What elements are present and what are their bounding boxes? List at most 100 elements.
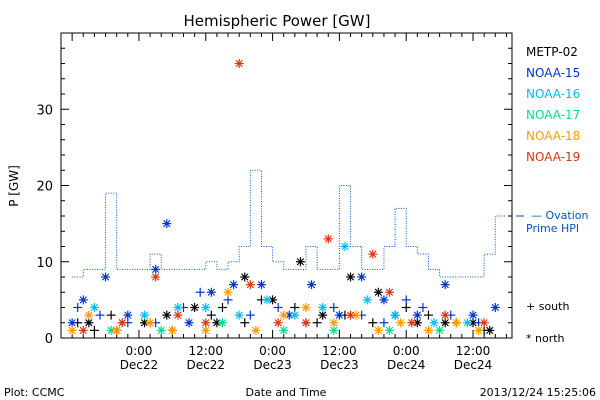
- south-point: [401, 303, 411, 312]
- point-stroke: [140, 311, 149, 319]
- point-stroke: [430, 319, 438, 327]
- south-point: [423, 310, 433, 320]
- south-point: [223, 295, 233, 305]
- legend-item: NOAA-19: [526, 150, 580, 164]
- north-point: [362, 295, 372, 305]
- x-tick-label-date: Dec22: [120, 358, 159, 372]
- north-point: [256, 280, 266, 290]
- point-stroke: [174, 311, 182, 319]
- point-stroke: [235, 59, 243, 68]
- north-point: [101, 272, 111, 282]
- point-stroke: [285, 311, 293, 319]
- legend-item: NOAA-18: [526, 129, 580, 143]
- north-point: [217, 318, 227, 328]
- point-stroke: [491, 303, 499, 312]
- north-point: [385, 325, 395, 335]
- north-point: [245, 280, 255, 290]
- north-point: [290, 310, 300, 320]
- point-stroke: [274, 319, 282, 327]
- point-stroke: [291, 311, 299, 319]
- north-point: [479, 318, 489, 328]
- plot-area: [60, 32, 513, 339]
- north-point: [301, 318, 311, 328]
- point-stroke: [90, 303, 99, 312]
- point-stroke: [280, 311, 288, 319]
- north-point: [373, 325, 383, 335]
- north-point: [307, 280, 317, 290]
- point-stroke: [369, 250, 377, 258]
- north-point: [229, 280, 239, 290]
- point-stroke: [157, 326, 165, 335]
- north-point: [112, 325, 122, 335]
- point-stroke: [424, 326, 433, 335]
- footer-timestamp: 2013/12/24 15:25:06: [480, 386, 596, 399]
- north-point: [329, 318, 339, 328]
- south-point: [73, 303, 83, 312]
- point-stroke: [319, 311, 327, 319]
- point-stroke: [229, 280, 238, 289]
- point-stroke: [213, 319, 221, 327]
- north-point: [346, 272, 356, 282]
- legend-item: NOAA-15: [526, 66, 580, 80]
- north-point: [451, 318, 461, 328]
- point-stroke: [435, 326, 444, 335]
- x-tick-label-time: 0:00: [125, 344, 152, 358]
- north-point: [184, 318, 194, 328]
- point-stroke: [202, 319, 210, 327]
- x-tick-label-time: 12:00: [456, 344, 491, 358]
- south-point: [206, 310, 216, 320]
- legend-item: NOAA-16: [526, 87, 580, 101]
- point-stroke: [307, 280, 316, 289]
- x-tick-label-date: Dec23: [320, 358, 359, 372]
- north-point: [385, 287, 395, 297]
- north-point: [301, 303, 311, 312]
- y-tick-label: 0: [45, 332, 53, 347]
- point-stroke: [302, 303, 310, 312]
- point-stroke: [441, 311, 449, 319]
- north-point: [67, 325, 77, 335]
- point-stroke: [302, 319, 310, 327]
- point-stroke: [163, 219, 171, 228]
- north-point: [468, 310, 478, 320]
- point-stroke: [207, 288, 215, 296]
- point-stroke: [163, 311, 171, 319]
- north-point: [368, 249, 378, 259]
- point-stroke: [413, 319, 422, 327]
- legend-item: METP-02: [526, 45, 578, 59]
- point-stroke: [224, 288, 232, 296]
- x-tick-label-date: Dec24: [387, 358, 426, 372]
- point-stroke: [79, 326, 87, 335]
- data-points: [67, 59, 500, 335]
- north-point: [234, 59, 244, 68]
- point-stroke: [168, 326, 177, 335]
- north-point: [340, 242, 350, 251]
- north-point: [412, 310, 422, 320]
- south-point: [245, 310, 255, 320]
- point-stroke: [441, 280, 449, 289]
- x-tick-label-date: Dec22: [187, 358, 226, 372]
- north-point: [234, 310, 244, 320]
- chart-title: Hemispheric Power [GW]: [184, 12, 371, 30]
- ovation-series: [72, 169, 524, 278]
- south-point: [312, 318, 322, 328]
- point-stroke: [363, 296, 371, 304]
- legend-item: NOAA-17: [526, 108, 580, 122]
- point-stroke: [101, 273, 110, 281]
- point-stroke: [107, 326, 115, 335]
- y-tick-label: 10: [36, 256, 53, 271]
- north-point: [440, 280, 450, 290]
- north-point: [84, 318, 94, 328]
- north-point: [67, 318, 77, 328]
- y-axis-ticks: 0 10 20 30: [36, 47, 512, 347]
- north-point: [145, 318, 155, 328]
- point-stroke: [452, 319, 460, 327]
- point-stroke: [235, 311, 243, 319]
- point-stroke: [469, 311, 477, 319]
- point-stroke: [257, 280, 266, 289]
- point-stroke: [280, 326, 288, 335]
- north-point: [334, 310, 344, 320]
- point-stroke: [486, 326, 494, 335]
- satellite-legend: METP-02 NOAA-15 NOAA-16 NOAA-17 NOAA-18 NOAA-…: [526, 45, 580, 164]
- x-tick-label-time: 12:00: [188, 344, 223, 358]
- point-stroke: [463, 319, 472, 327]
